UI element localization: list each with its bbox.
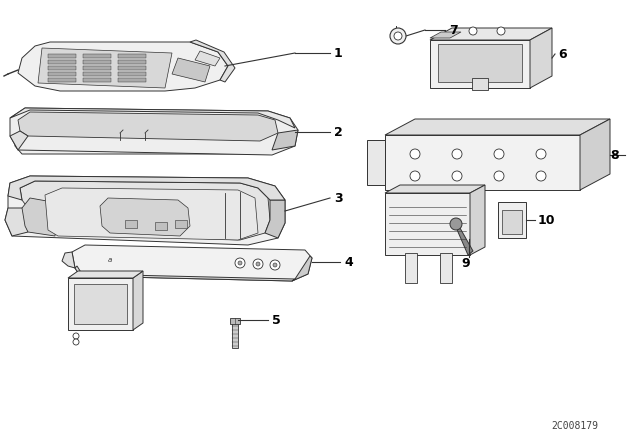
- Polygon shape: [125, 220, 137, 228]
- Circle shape: [536, 149, 546, 159]
- Polygon shape: [10, 131, 28, 150]
- Circle shape: [410, 171, 420, 181]
- Polygon shape: [498, 202, 526, 238]
- Polygon shape: [118, 72, 146, 76]
- Text: 8: 8: [610, 148, 619, 161]
- Circle shape: [410, 149, 420, 159]
- Text: 3: 3: [334, 191, 342, 204]
- Polygon shape: [100, 198, 190, 236]
- Polygon shape: [75, 266, 295, 281]
- Circle shape: [536, 171, 546, 181]
- Polygon shape: [190, 40, 235, 82]
- Polygon shape: [5, 176, 285, 245]
- Polygon shape: [83, 72, 111, 76]
- Circle shape: [450, 218, 462, 230]
- Circle shape: [273, 263, 277, 267]
- Polygon shape: [74, 284, 127, 324]
- Polygon shape: [18, 112, 278, 141]
- Polygon shape: [440, 253, 452, 283]
- Polygon shape: [385, 135, 580, 190]
- Text: 6: 6: [558, 47, 566, 60]
- Text: 10: 10: [538, 214, 556, 227]
- Circle shape: [238, 261, 242, 265]
- Circle shape: [494, 171, 504, 181]
- Polygon shape: [472, 78, 488, 90]
- Circle shape: [390, 28, 406, 44]
- Circle shape: [73, 333, 79, 339]
- Circle shape: [73, 339, 79, 345]
- Polygon shape: [530, 28, 552, 88]
- Polygon shape: [405, 253, 417, 283]
- Polygon shape: [15, 122, 285, 154]
- Text: 9: 9: [461, 257, 470, 270]
- Circle shape: [270, 260, 280, 270]
- Polygon shape: [265, 200, 285, 238]
- Text: a: a: [108, 257, 112, 263]
- Polygon shape: [175, 220, 187, 228]
- Polygon shape: [438, 44, 522, 82]
- Polygon shape: [83, 54, 111, 58]
- Polygon shape: [430, 28, 552, 40]
- Polygon shape: [230, 318, 240, 324]
- Polygon shape: [385, 185, 485, 193]
- Polygon shape: [155, 222, 167, 230]
- Polygon shape: [38, 48, 172, 88]
- Polygon shape: [8, 176, 285, 200]
- Polygon shape: [470, 185, 485, 255]
- Polygon shape: [48, 78, 76, 82]
- Polygon shape: [272, 130, 298, 150]
- Polygon shape: [48, 60, 76, 64]
- Polygon shape: [118, 54, 146, 58]
- Circle shape: [452, 171, 462, 181]
- Polygon shape: [455, 225, 473, 255]
- Polygon shape: [430, 32, 461, 38]
- Circle shape: [394, 32, 402, 40]
- Polygon shape: [18, 42, 228, 91]
- Polygon shape: [20, 181, 270, 240]
- Circle shape: [256, 262, 260, 266]
- Circle shape: [452, 149, 462, 159]
- Polygon shape: [385, 119, 610, 135]
- Polygon shape: [430, 40, 530, 88]
- Polygon shape: [68, 278, 133, 330]
- Text: 4: 4: [344, 255, 353, 268]
- Polygon shape: [45, 188, 258, 240]
- Polygon shape: [133, 271, 143, 330]
- Polygon shape: [385, 193, 470, 255]
- Polygon shape: [83, 60, 111, 64]
- Polygon shape: [68, 271, 143, 278]
- Circle shape: [253, 259, 263, 269]
- Polygon shape: [580, 119, 610, 190]
- Polygon shape: [232, 322, 238, 348]
- Polygon shape: [195, 51, 220, 66]
- Polygon shape: [72, 245, 312, 281]
- Text: 7: 7: [449, 23, 458, 36]
- Polygon shape: [83, 273, 106, 301]
- Text: 2C008179: 2C008179: [552, 421, 598, 431]
- Polygon shape: [48, 66, 76, 70]
- Polygon shape: [5, 208, 28, 236]
- Polygon shape: [83, 78, 111, 82]
- Circle shape: [469, 27, 477, 35]
- Polygon shape: [22, 198, 58, 236]
- Polygon shape: [62, 252, 75, 268]
- Polygon shape: [292, 256, 312, 281]
- Text: 5: 5: [272, 314, 281, 327]
- Polygon shape: [118, 60, 146, 64]
- Polygon shape: [10, 108, 298, 155]
- Polygon shape: [83, 66, 111, 70]
- Polygon shape: [502, 210, 522, 234]
- Text: 2: 2: [334, 125, 343, 138]
- Polygon shape: [118, 66, 146, 70]
- Circle shape: [494, 149, 504, 159]
- Circle shape: [235, 258, 245, 268]
- Polygon shape: [367, 140, 385, 185]
- Polygon shape: [10, 108, 295, 128]
- Text: 1: 1: [334, 47, 343, 60]
- Polygon shape: [48, 54, 76, 58]
- Polygon shape: [48, 72, 76, 76]
- Polygon shape: [172, 58, 210, 82]
- Polygon shape: [118, 78, 146, 82]
- Circle shape: [497, 27, 505, 35]
